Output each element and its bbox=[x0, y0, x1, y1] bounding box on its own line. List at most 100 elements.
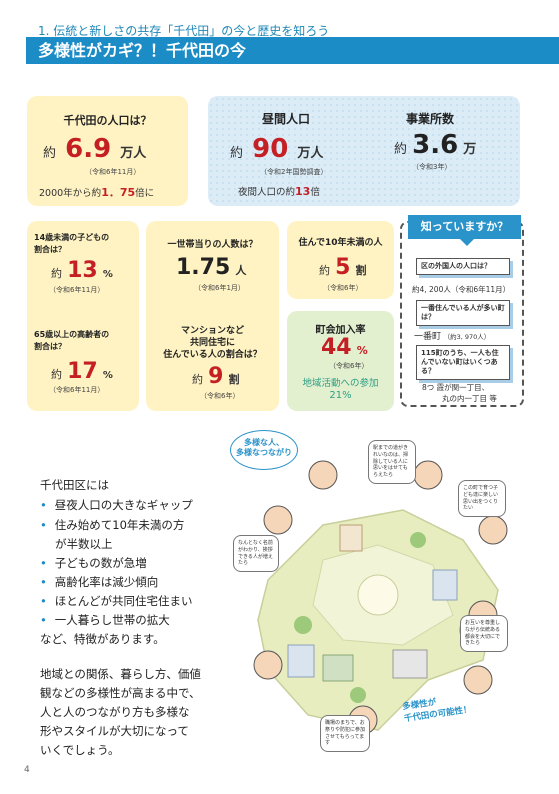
quiz-question-2: 一番住んでいる人が多い町は？ bbox=[416, 300, 510, 327]
bullet-text: 昼夜人口の大きなギャップ bbox=[54, 498, 193, 512]
household-label: 一世帯当りの人数は？ bbox=[167, 240, 258, 250]
speech-station: 駅までの道がきれいなのは、掃除している人に思いをはせてもらえたら bbox=[368, 440, 416, 484]
night-ratio: 夜間人口の約13倍 bbox=[238, 184, 320, 198]
children-label-2: 割合は？ bbox=[34, 245, 66, 254]
mansion-unit: 割 bbox=[228, 373, 240, 386]
daytime-value-row: 約 90 万人 bbox=[230, 134, 323, 164]
population-note: （令和6年11月） bbox=[85, 168, 141, 176]
mansion-value-row: 約 9 割 bbox=[192, 364, 240, 389]
quiz-answer-2-main: 一番町 bbox=[414, 332, 442, 342]
summary-paragraph-line: 人と人のつながり方も多様な bbox=[40, 705, 190, 719]
daytime-label: 昼間人口 bbox=[262, 112, 311, 126]
offices-prefix: 約 bbox=[394, 142, 408, 157]
section-label: 1. 伝統と新しさの共存「千代田」の今と歴史を知ろう bbox=[38, 24, 330, 38]
quiz-box: 知っていますか？ 区の外国人の人口は？ 約4, 200人（令和6年11月） 一番… bbox=[400, 215, 524, 407]
night-prefix: 夜間人口の約 bbox=[238, 187, 296, 198]
children-note: （令和6年11月） bbox=[49, 286, 105, 294]
association-unit: % bbox=[356, 344, 368, 357]
summary-bullet: • 高齢化率は減少傾向 bbox=[40, 575, 159, 589]
night-value: 13 bbox=[295, 185, 311, 198]
residence-value: 5 bbox=[335, 255, 351, 280]
offices-unit: 万 bbox=[463, 142, 477, 157]
age-card: 14歳未満の子どもの 割合は？ 約 13 % （令和6年11月） 65歳以上の高… bbox=[27, 221, 139, 411]
elderly-label-1: 65歳以上の高齢者の bbox=[34, 330, 110, 339]
household-value: 1.75 bbox=[176, 255, 231, 280]
mansion-label-1: マンションなど bbox=[180, 326, 244, 336]
residence-note: （令和6年） bbox=[323, 284, 363, 292]
children-label-1: 14歳未満の子どもの bbox=[34, 233, 110, 242]
household-card: 一世帯当りの人数は？ 1.75 人 （令和6年1月） マンションなど 共同住宅に… bbox=[146, 221, 279, 411]
population-label: 千代田の人口は？ bbox=[63, 114, 152, 127]
association-note: （令和6年） bbox=[329, 362, 369, 370]
participation-label: 地域活動への参加 bbox=[302, 378, 379, 389]
association-label: 町会加入率 bbox=[315, 325, 366, 336]
children-prefix: 約 bbox=[51, 267, 62, 280]
quiz-answer-3-line1: 8つ 霞が関一丁目、 bbox=[422, 383, 490, 392]
summary-bullet: • ほとんどが共同住宅住まい bbox=[40, 594, 193, 608]
offices-label: 事業所数 bbox=[406, 112, 455, 126]
association-value: 44 bbox=[321, 335, 352, 360]
daytime-note: （令和2年国勢調査） bbox=[260, 168, 328, 176]
quiz-answer-1: 約4, 200人（令和6年11月） bbox=[412, 285, 511, 294]
household-unit: 人 bbox=[235, 264, 247, 277]
association-value-row: 44 % bbox=[321, 335, 368, 360]
residence-value-row: 約 5 割 bbox=[319, 255, 367, 280]
population-prefix: 約 bbox=[43, 146, 57, 161]
offices-value: 3.6 bbox=[412, 130, 459, 160]
household-value-row: 1.75 人 bbox=[176, 255, 246, 280]
elderly-unit: % bbox=[102, 370, 113, 381]
elderly-note: （令和6年11月） bbox=[49, 386, 105, 394]
residence-card: 住んで10年未満の人 約 5 割 （令和6年） bbox=[287, 221, 394, 299]
mansion-label-3: 住んでいる人の割合は？ bbox=[163, 350, 262, 360]
town-map-graphic bbox=[253, 460, 508, 735]
household-note: （令和6年1月） bbox=[194, 284, 245, 292]
mansion-label-2: 共同住宅に bbox=[189, 338, 235, 348]
association-card: 町会加入率 44 % （令和6年） 地域活動への参加 21% bbox=[287, 311, 394, 411]
growth-suffix: 倍に bbox=[135, 188, 155, 199]
growth-value: 1．75 bbox=[101, 186, 136, 199]
bullet-text: 住み始めて10年未満の方 bbox=[54, 518, 185, 532]
mansion-value: 9 bbox=[208, 364, 224, 389]
speech-children: この町で育つ子ども達に楽しい思い出をつくりたい bbox=[458, 480, 506, 517]
population-card: 千代田の人口は？ 約 6.9 万人 （令和6年11月） 2000年から約1．75… bbox=[27, 96, 188, 206]
summary-bullet: • 住み始めて10年未満の方 bbox=[40, 518, 185, 532]
elderly-value-row: 約 17 % bbox=[51, 359, 113, 384]
quiz-question-3: 115町のうち、一人も住んでいない町はいくつある？ bbox=[416, 345, 510, 381]
elderly-prefix: 約 bbox=[51, 368, 62, 381]
bubble-diverse-people: 多様な人、 多様なつながり bbox=[230, 430, 298, 470]
summary-intro: 千代田区には bbox=[40, 478, 109, 492]
daytime-prefix: 約 bbox=[230, 146, 244, 161]
town-illustration: 多様な人、 多様なつながり 駅までの道がきれいなのは、掃除している人に思いをはせ… bbox=[228, 430, 528, 760]
daytime-unit: 万人 bbox=[297, 146, 324, 161]
elderly-value: 17 bbox=[67, 359, 98, 384]
children-value: 13 bbox=[67, 258, 98, 283]
summary-paragraph-line: 観などの多様性が高まる中で、 bbox=[40, 686, 201, 700]
bubble-top-line1: 多様な人、 bbox=[244, 438, 284, 447]
summary-closing: など、特徴があります。 bbox=[40, 632, 165, 646]
mansion-note: （令和6年） bbox=[200, 392, 240, 400]
participation-value: 21% bbox=[329, 390, 352, 401]
page-number: 4 bbox=[24, 765, 30, 775]
speech-festival: 職場のまちで、お祭りや防犯に参加させてもらってます bbox=[320, 715, 370, 752]
elderly-label-2: 割合は？ bbox=[34, 342, 66, 351]
children-unit: % bbox=[102, 269, 113, 280]
residence-label: 住んで10年未満の人 bbox=[298, 238, 383, 248]
summary-bullet: • 一人暮らし世帯の拡大 bbox=[40, 613, 170, 627]
daytime-card: 昼間人口 約 90 万人 （令和2年国勢調査） 夜間人口の約13倍 事業所数 約… bbox=[208, 96, 520, 206]
speech-greeting: なんとなく名前がわかり、挨拶できる人が増えたら bbox=[233, 535, 279, 572]
daytime-value: 90 bbox=[252, 134, 289, 164]
residence-prefix: 約 bbox=[319, 264, 330, 277]
children-value-row: 約 13 % bbox=[51, 258, 113, 283]
summary-paragraph-line: 形やスタイルが大切になって bbox=[40, 724, 189, 738]
population-growth: 2000年から約1．75倍に bbox=[39, 184, 154, 200]
speech-tradition: お互いを尊重しながら伝統ある都会を大切にできたら bbox=[460, 615, 508, 652]
bullet-continuation: が半数以上 bbox=[55, 537, 113, 551]
population-value-row: 約 6.9 万人 bbox=[43, 134, 146, 164]
offices-note: （令和3年） bbox=[412, 163, 452, 171]
summary-paragraph-line: 地域との関係、暮らし方、価値 bbox=[40, 667, 201, 681]
growth-prefix: 2000年から約 bbox=[39, 188, 102, 199]
bullet-text: 高齢化率は減少傾向 bbox=[54, 575, 159, 589]
summary-bullet: • 子どもの数が急増 bbox=[40, 556, 147, 570]
summary-bullet: • 昼夜人口の大きなギャップ bbox=[40, 498, 193, 512]
page-title: 多様性がカギ？！千代田の今 bbox=[26, 37, 559, 64]
